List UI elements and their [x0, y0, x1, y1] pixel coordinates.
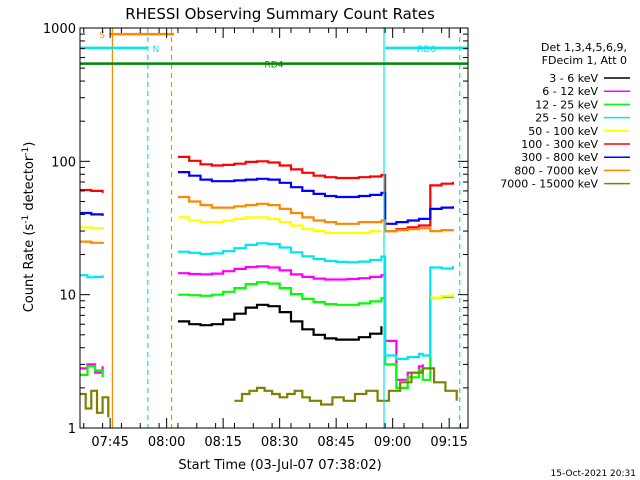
- flag-layer: S N RD0 RD4: [80, 28, 468, 428]
- legend-label-1: 6 - 12 keV: [542, 85, 598, 98]
- legend-label-7: 800 - 7000 keV: [514, 164, 598, 177]
- x-tick-label-2: 08:15: [204, 435, 241, 450]
- series-line-6: [80, 171, 454, 225]
- series-line-4: [430, 293, 454, 299]
- flag-label-3: RD4: [265, 61, 284, 71]
- y-axis-label-part: -1: [21, 215, 31, 224]
- y-axis-label-part: detector: [22, 155, 37, 215]
- legend-label-6: 300 - 800 keV: [521, 151, 598, 164]
- y-tick-label-0: 1: [68, 422, 76, 437]
- legend: Det 1,3,4,5,6,9,FDecim 1, Att 0 3 - 6 keV…: [500, 41, 630, 191]
- series-line-3: [80, 242, 454, 360]
- x-tick-label-6: 09:15: [430, 435, 467, 450]
- y-axis-label-part: ): [22, 142, 37, 147]
- plot-frame: [79, 27, 469, 429]
- series-line-7: [80, 195, 454, 244]
- legend-label-3: 25 - 50 keV: [535, 112, 598, 125]
- legend-label-0: 3 - 6 keV: [549, 72, 598, 85]
- legend-label-2: 12 - 25 keV: [535, 98, 598, 111]
- x-tick-label-0: 07:45: [91, 435, 128, 450]
- chart-title: RHESSI Observing Summary Count Rates: [125, 5, 435, 23]
- legend-header-line: Det 1,3,4,5,6,9,: [541, 41, 627, 54]
- flag-label-1: N: [152, 45, 159, 55]
- y-axis-label-part: Count Rate (s: [22, 224, 37, 313]
- legend-label-4: 50 - 100 keV: [528, 125, 598, 138]
- series-line-2: [80, 281, 454, 389]
- axes-layer: 1 10 100 1000 07:45 08:00 08:15 08:30 08:45 09:00…: [43, 22, 469, 450]
- flag-label-2: RD0: [417, 45, 436, 55]
- y-tick-label-1: 10: [59, 289, 76, 304]
- x-tick-label-5: 09:00: [374, 435, 411, 450]
- x-tick-label-1: 08:00: [148, 435, 185, 450]
- series-line-9: [80, 367, 458, 418]
- series-line-5: [80, 155, 454, 233]
- x-axis-label: Start Time (03-Jul-07 07:38:02): [178, 458, 381, 473]
- x-tick-label-3: 08:30: [261, 435, 298, 450]
- legend-label-8: 7000 - 15000 keV: [500, 178, 598, 191]
- footer-date: 15-Oct-2021 20:31: [551, 469, 636, 479]
- legend-label-5: 100 - 300 keV: [521, 138, 598, 151]
- flag-label-0: S: [99, 31, 105, 41]
- series-line-0: [177, 303, 383, 341]
- y-axis-label: Count Rate (s-1 detector-1): [21, 142, 37, 313]
- x-tick-label-4: 08:45: [317, 435, 354, 450]
- legend-header-line: FDecim 1, Att 0: [542, 54, 627, 67]
- y-tick-label-2: 100: [51, 155, 76, 170]
- y-axis-label-part: -1: [21, 147, 31, 156]
- y-tick-label-3: 1000: [43, 22, 76, 37]
- series-line-8: [80, 216, 382, 235]
- series-layer: [80, 155, 458, 418]
